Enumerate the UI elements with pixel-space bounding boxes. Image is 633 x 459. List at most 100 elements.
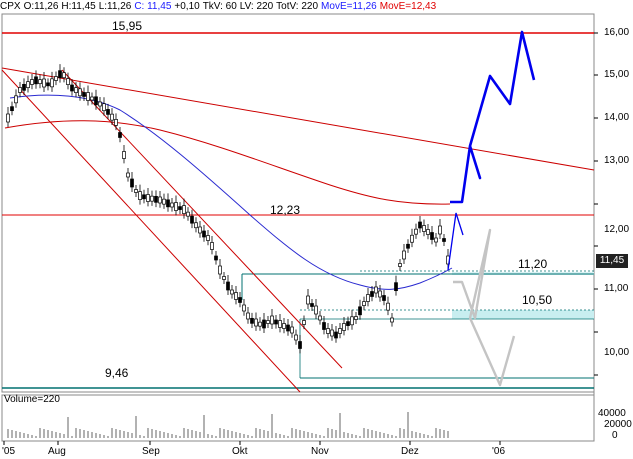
x-tick-05: '05 (2, 446, 16, 457)
candle-body (218, 265, 222, 275)
candle-body (290, 326, 294, 334)
current-price-box: 11,45 (596, 254, 628, 268)
tkv-value: TkV: 60 (202, 1, 237, 12)
forecast-down (453, 228, 516, 387)
candle-body (270, 315, 274, 325)
candle-body (426, 229, 430, 235)
candle-body (238, 297, 242, 303)
candle-body (42, 78, 46, 88)
candle-body (246, 312, 250, 320)
candle-body (22, 83, 26, 91)
candle-body (342, 323, 346, 331)
candle-body (354, 316, 358, 320)
open-value: O:11,26 (23, 1, 59, 12)
vol-tick-0: 0 (612, 430, 618, 441)
level-label-15-95: 15,95 (112, 19, 143, 33)
candle-body (110, 113, 114, 121)
candle-body (338, 328, 342, 334)
candle-body (174, 202, 178, 211)
candle-body (78, 88, 82, 97)
candle-body (198, 226, 202, 234)
candle-body (134, 189, 138, 193)
candle-body (178, 206, 182, 210)
candle-body (106, 109, 110, 115)
candle-body (6, 113, 10, 123)
ma-long-value: MovE=12,43 (379, 1, 437, 12)
candle-body (194, 222, 198, 229)
lv-value: LV: 220 (239, 1, 274, 12)
level-label-12-23: 12,23 (270, 203, 301, 217)
candle-body (318, 315, 322, 321)
candle-body (214, 255, 218, 261)
candle-body (242, 304, 246, 312)
y-tick-16: 16,00 (604, 27, 630, 38)
candle-body (258, 321, 262, 327)
candle-body (82, 92, 86, 97)
x-tick-sep: Sep (142, 446, 160, 457)
candle-body (414, 228, 418, 235)
candle-body (150, 195, 154, 202)
candle-body (234, 292, 238, 300)
ma-short-value: MovE=11,26 (321, 1, 377, 12)
candle-body (206, 235, 210, 241)
forecast-up-thick (450, 30, 536, 204)
forecast-up-thin (447, 212, 464, 271)
candle-body (382, 295, 386, 301)
candle-body (390, 317, 394, 323)
candle-body (118, 132, 122, 138)
candle-body (254, 318, 258, 327)
candle-body (10, 106, 14, 112)
quote-header: CPX O:11,26 H:11,45 L:11,26 C: 11,45 +0,10 TkV… (0, 0, 633, 14)
x-tick-nov: Nov (311, 446, 329, 457)
candle-body (146, 194, 150, 202)
candle-body (66, 78, 70, 85)
candle-body (334, 331, 338, 339)
vol-tick-20000: 20000 (604, 419, 632, 430)
candle-body (226, 281, 230, 291)
close-value: C: 11,45 (134, 1, 172, 12)
y-tick-14: 14,00 (604, 112, 630, 123)
vol-tick-40000: 40000 (598, 408, 626, 419)
y-tick-10: 10,00 (604, 347, 630, 358)
candle-body (202, 230, 206, 238)
y-tick-12: 12,00 (604, 224, 630, 235)
x-tick-okt: Okt (232, 446, 248, 457)
candle-body (418, 221, 422, 229)
candle-body (302, 320, 306, 325)
candle-body (310, 303, 314, 307)
volume-bars (7, 412, 449, 438)
y-tick-13: 13,00 (604, 155, 630, 166)
candle-body (166, 199, 170, 208)
candle-body (430, 232, 434, 240)
candle-body (122, 151, 126, 159)
candle-body (102, 103, 106, 112)
candle-body (266, 320, 270, 324)
ma-short-curve (9, 94, 453, 290)
candle-body (58, 70, 62, 79)
down-channel-upper (61, 69, 343, 369)
candle-body (182, 205, 186, 214)
y-tick-11: 11,00 (604, 283, 629, 294)
candle-body (366, 294, 370, 302)
volume-panel-frame (1, 394, 595, 442)
totv-value: TotV: 220 (276, 1, 319, 12)
candle-body (130, 178, 134, 188)
x-tick-dez: Dez (401, 446, 419, 457)
high-value: H:11,45 (61, 1, 96, 12)
candle-body (190, 215, 194, 224)
candle-body (370, 291, 374, 297)
candle-body (262, 319, 266, 329)
x-tick-06: '06 (492, 446, 506, 457)
candle-body (210, 242, 214, 250)
y-tick-15: 15,00 (604, 69, 630, 80)
candle-body (114, 119, 118, 126)
symbol: CPX (0, 1, 21, 12)
down-channel-lower (1, 69, 301, 393)
candle-body (30, 79, 34, 85)
ma-long-curve (4, 120, 451, 205)
candle-body (138, 191, 142, 200)
candle-body (18, 87, 22, 93)
candle-body (170, 202, 174, 208)
